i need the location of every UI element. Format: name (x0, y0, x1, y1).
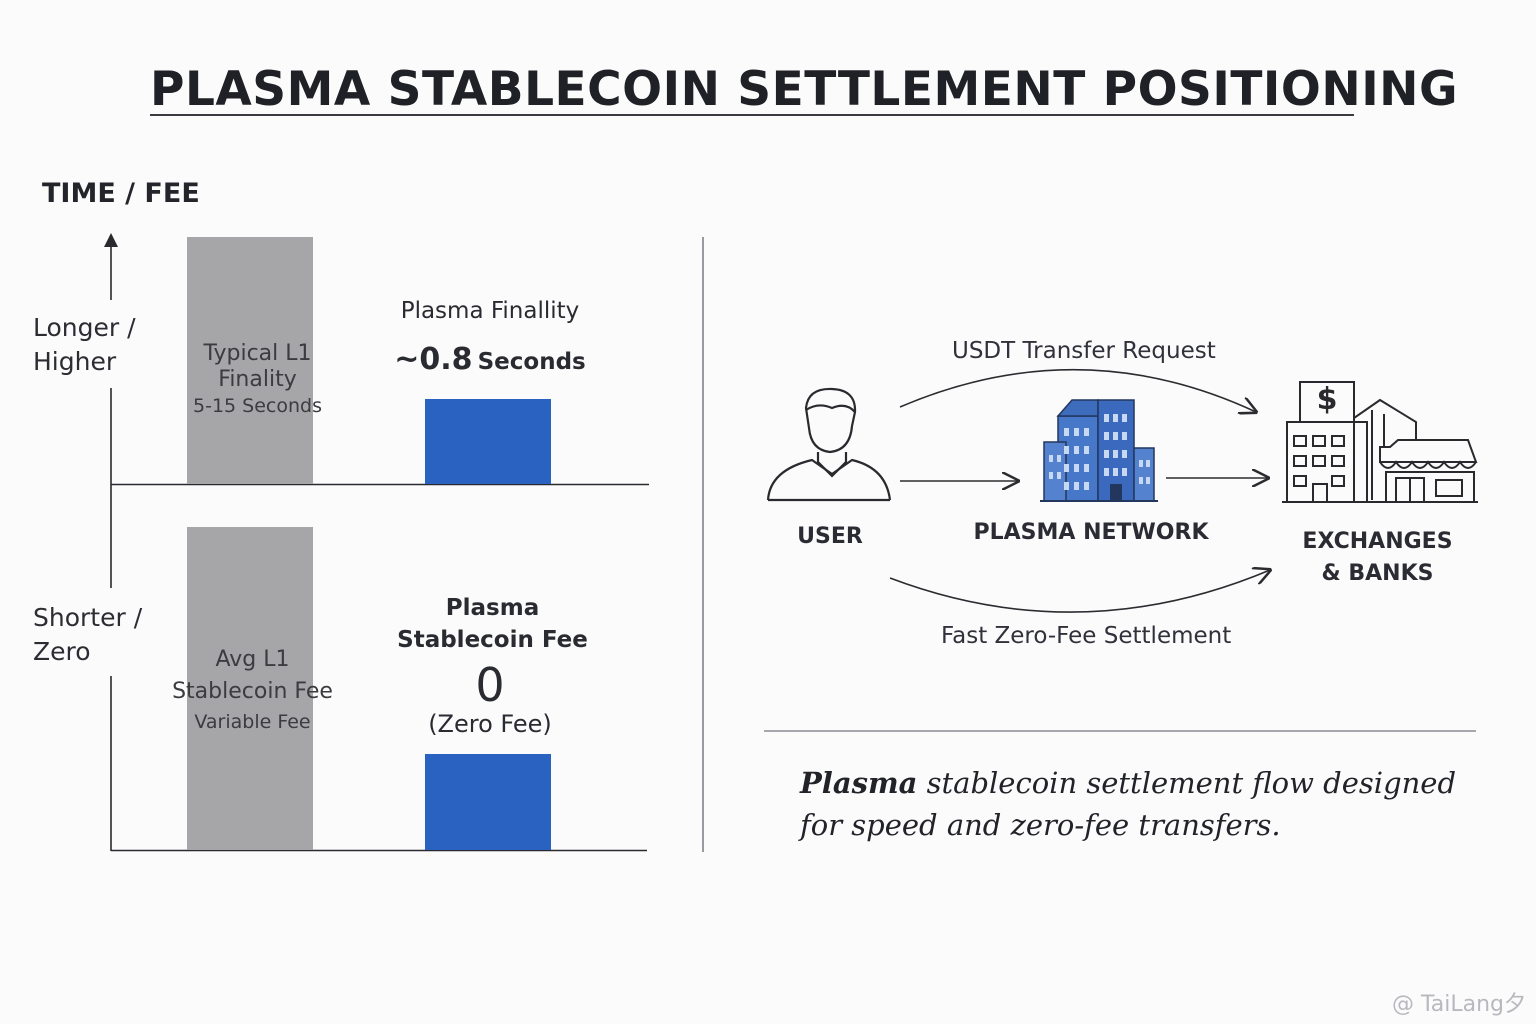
user-icon (766, 387, 892, 502)
caption-bold: Plasma (800, 766, 918, 800)
exchanges-banks-line1: EXCHANGES (1302, 529, 1453, 554)
bar-value-typical-l1: 5-15 Seconds (193, 395, 322, 417)
caption-divider (764, 730, 1476, 732)
plasma-fee-title-line1: Plasma (445, 595, 540, 621)
plasma-finality-title: Plasma Finallity (400, 298, 580, 324)
axis-label-longer: Longer / Higher (33, 311, 136, 379)
caption-line2: for speed and zero-fee transfers. (800, 808, 1281, 842)
bar-label-avg-l1-line1: Avg L1 (215, 647, 290, 672)
plasma-finality-value: ~0.8 Seconds (380, 342, 600, 377)
axis-label-shorter: Shorter / Zero (33, 601, 142, 669)
page-title: PLASMA STABLECOIN SETTLEMENT POSITIONING (150, 62, 1459, 117)
caption-line1-rest: stablecoin settlement flow designed (917, 766, 1457, 800)
plasma-fee-title: Plasma Stablecoin Fee (385, 592, 600, 656)
plasma-fee-value: 0 (475, 658, 505, 712)
plasma-finality-number: ~0.8 (394, 342, 473, 377)
axis-label-shorter-line2: Zero (33, 637, 91, 666)
bar-label-typical-l1-line1: Typical L1 (203, 341, 312, 366)
plasma-fee-title-line2: Stablecoin Fee (397, 627, 588, 653)
fast-zero-fee-settlement-label: Fast Zero-Fee Settlement (941, 623, 1232, 649)
title-underline (150, 114, 1354, 116)
settlement-flow-diagram (766, 368, 1478, 613)
usdt-transfer-request-label: USDT Transfer Request (952, 338, 1216, 364)
bar-plasma-finality (425, 399, 551, 484)
bottom-arc-arrow (889, 570, 1270, 613)
watermark: @ TaiLang夕 (1391, 992, 1526, 1017)
axis-label-longer-line2: Higher (33, 347, 117, 376)
bar-plasma-fee (425, 754, 551, 850)
bar-label-avg-l1-line2: Stablecoin Fee (172, 679, 333, 704)
dollar-sign: $ (1316, 382, 1338, 417)
user-label: USER (797, 524, 863, 549)
axis-label-longer-line1: Longer / (33, 313, 136, 342)
y-axis-arrowhead (104, 233, 118, 247)
bar-avg-l1-fee (187, 527, 313, 850)
panel-divider (702, 237, 704, 852)
bar-label-typical-l1-line2: Finality (218, 367, 297, 392)
axis-label-shorter-line1: Shorter / (33, 603, 143, 632)
building-icon (1040, 399, 1158, 502)
bar-typical-l1-finality (187, 237, 313, 484)
top-arc-arrow (899, 368, 1256, 412)
bar-label-typical-l1: Typical L1 Finality 5-15 Seconds (170, 341, 345, 419)
axis-title: TIME / FEE (42, 178, 200, 209)
bar-value-avg-l1: Variable Fee (194, 711, 311, 733)
plasma-network-label: PLASMA NETWORK (973, 520, 1209, 545)
plasma-fee-note: (Zero Fee) (428, 710, 552, 738)
bar-label-avg-l1: Avg L1 Stablecoin Fee Variable Fee (165, 647, 340, 735)
exchanges-banks-label: EXCHANGES & BANKS (1290, 526, 1465, 590)
caption: Plasma stablecoin settlement flow design… (800, 762, 1460, 846)
comparison-chart (104, 233, 649, 852)
plasma-finality-unit: Seconds (477, 349, 586, 375)
exchanges-banks-line2: & BANKS (1321, 561, 1434, 586)
bank-store-icon (1282, 381, 1478, 503)
